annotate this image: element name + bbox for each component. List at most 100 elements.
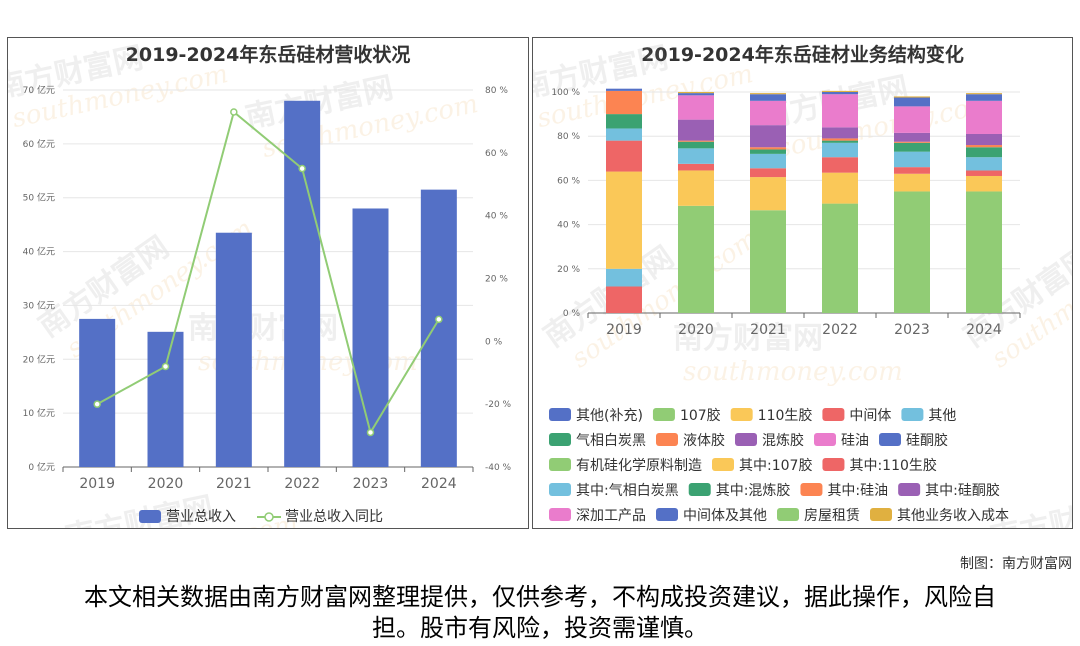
x-tick-label: 2019 bbox=[79, 476, 115, 492]
revenue-bar bbox=[79, 318, 116, 467]
x-tick-label: 2021 bbox=[216, 476, 252, 492]
legend-label: 其中:混炼胶 bbox=[716, 482, 791, 499]
y-right-tick-label: -20 % bbox=[485, 400, 512, 410]
revenue-bar bbox=[147, 331, 184, 467]
legend-label-yoy: 营业总收入同比 bbox=[285, 509, 383, 525]
stack-segment bbox=[678, 119, 714, 141]
stack-segment bbox=[750, 100, 786, 126]
revenue-chart-panel: 2019-2024年东岳硅材营收状况 南方财富网southmoney.com南方… bbox=[7, 37, 529, 529]
yoy-point bbox=[93, 400, 101, 408]
legend-swatch bbox=[822, 458, 845, 471]
legend-swatch bbox=[777, 508, 799, 521]
legend-label: 液体胶 bbox=[683, 432, 725, 449]
stack-segment bbox=[894, 106, 930, 133]
stack-segment bbox=[750, 168, 786, 178]
stack-segment bbox=[822, 157, 858, 173]
x-tick-label: 2020 bbox=[148, 476, 184, 492]
y-left-tick-label: 50 亿元 bbox=[23, 192, 55, 204]
legend-swatch bbox=[688, 483, 711, 496]
stack-segment bbox=[894, 191, 930, 313]
stack-segment bbox=[894, 132, 930, 142]
stack-segment bbox=[678, 141, 714, 149]
y-left-tick-label: 70 亿元 bbox=[23, 84, 55, 96]
y-left-tick-label: 10 亿元 bbox=[23, 407, 55, 419]
revenue-bar bbox=[284, 100, 321, 467]
stack-segment bbox=[966, 145, 1002, 148]
legend-swatch bbox=[549, 433, 571, 446]
stack-segment bbox=[750, 177, 786, 211]
yoy-point bbox=[161, 362, 170, 371]
stack-segment bbox=[966, 94, 1002, 101]
stack-segment bbox=[894, 97, 930, 107]
legend-swatch-point bbox=[264, 512, 274, 522]
stack-segment bbox=[750, 125, 786, 148]
structure-chart-title: 2019-2024年东岳硅材业务结构变化 bbox=[641, 44, 964, 66]
stack-segment bbox=[966, 191, 1002, 313]
x-tick-label: 2021 bbox=[750, 322, 786, 338]
stack-segment bbox=[966, 147, 1002, 158]
x-tick-label: 2022 bbox=[822, 322, 858, 338]
revenue-chart-title: 2019-2024年东岳硅材营收状况 bbox=[125, 44, 411, 66]
revenue-chart-svg: 南方财富网southmoney.com南方财富网southmoney.com南方… bbox=[8, 40, 512, 528]
y-right-tick-label: 60 % bbox=[485, 149, 508, 159]
legend-label: 107胶 bbox=[680, 407, 721, 424]
stack-segment bbox=[822, 92, 858, 95]
stack-segment bbox=[606, 171, 642, 269]
stack-segment bbox=[822, 127, 858, 139]
stack-segment bbox=[750, 149, 786, 154]
stack-segment bbox=[822, 142, 858, 158]
stack-segment bbox=[822, 90, 858, 92]
legend-swatch bbox=[656, 508, 678, 521]
legend-label: 气相白炭黑 bbox=[576, 433, 646, 449]
stack-segment bbox=[678, 205, 714, 313]
x-tick-label: 2022 bbox=[284, 476, 320, 492]
yoy-line bbox=[96, 110, 440, 435]
legend-label: 其中:107胶 bbox=[739, 457, 812, 474]
legend-swatch bbox=[549, 508, 571, 521]
yoy-point bbox=[298, 164, 306, 173]
legend-label: 其中:硅油 bbox=[827, 483, 888, 499]
y-left-tick-label: 30 亿元 bbox=[23, 299, 55, 311]
revenue-bar bbox=[352, 208, 389, 467]
y-right-tick-label: 0 % bbox=[485, 337, 503, 347]
y-tick-label: 40 % bbox=[557, 221, 580, 231]
watermark-site: southmoney.com bbox=[683, 357, 903, 387]
stack-segment bbox=[750, 210, 786, 313]
legend-label: 中间体及其他 bbox=[683, 508, 767, 524]
stack-segment bbox=[822, 138, 858, 141]
y-tick-label: 100 % bbox=[551, 88, 580, 98]
stack-segment bbox=[822, 140, 858, 143]
legend-label: 其中:110生胶 bbox=[849, 457, 936, 474]
stack-segment bbox=[606, 140, 642, 172]
x-tick-label: 2020 bbox=[678, 322, 714, 338]
revenue-bar bbox=[420, 189, 457, 467]
stack-segment bbox=[678, 170, 714, 206]
y-tick-label: 80 % bbox=[557, 132, 580, 142]
yoy-point bbox=[230, 108, 238, 116]
stack-segment bbox=[750, 147, 786, 150]
x-tick-label: 2024 bbox=[966, 322, 1002, 338]
legend-label: 混炼胶 bbox=[762, 432, 804, 449]
stack-segment bbox=[678, 163, 714, 171]
legend-swatch bbox=[870, 508, 892, 521]
yoy-point bbox=[366, 428, 375, 437]
stack-segment bbox=[750, 94, 786, 101]
legend-swatch bbox=[656, 433, 678, 446]
structure-chart-panel: 2019-2024年东岳硅材业务结构变化 南方财富网 southmoney.com… bbox=[532, 37, 1073, 529]
y-tick-label: 20 % bbox=[557, 265, 580, 275]
legend-label: 深加工产品 bbox=[576, 508, 646, 524]
legend-label: 其他(补充) bbox=[576, 408, 643, 424]
x-tick-label: 2024 bbox=[421, 476, 457, 492]
legend-swatch bbox=[879, 433, 901, 446]
chart-credit: 制图：南方财富网 bbox=[960, 556, 1072, 572]
legend-label: 其中:硅酮胶 bbox=[925, 482, 1000, 499]
stack-segment bbox=[606, 268, 642, 287]
legend-label: 其他业务收入成本 bbox=[897, 508, 1009, 524]
yoy-point bbox=[435, 315, 443, 324]
x-tick-label: 2023 bbox=[894, 322, 930, 338]
y-tick-label: 0 % bbox=[563, 309, 581, 319]
stack-segment bbox=[966, 100, 1002, 134]
legend-label: 其他 bbox=[928, 408, 956, 424]
